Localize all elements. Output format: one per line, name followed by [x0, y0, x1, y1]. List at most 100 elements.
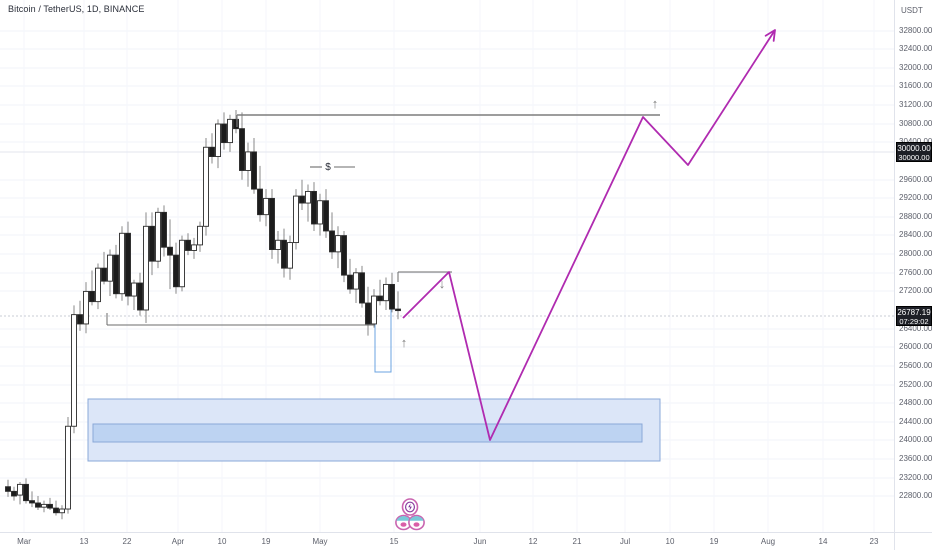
time-tick-label: Aug	[760, 537, 776, 546]
candle-body-bearish	[167, 246, 173, 256]
candle	[29, 491, 35, 508]
candle	[245, 142, 251, 187]
candle-body-bearish	[395, 308, 401, 312]
candle-body-bullish	[371, 295, 377, 325]
zap-sticker-icon	[401, 498, 419, 516]
price-tick-label: 28800.00	[899, 212, 932, 221]
candle-body-bearish	[47, 503, 53, 509]
candle-body-bullish	[41, 503, 47, 508]
price-tick-label: 27600.00	[899, 268, 932, 277]
candle-body-bearish	[137, 282, 143, 311]
candle	[293, 189, 299, 250]
candle-body-bearish	[53, 507, 59, 514]
candle-body-bullish	[305, 190, 311, 204]
candle	[119, 226, 125, 301]
candle	[131, 279, 137, 310]
candle-body-bearish	[233, 118, 239, 130]
candle-body-bearish	[11, 490, 17, 497]
candle-body-bullish	[383, 283, 389, 302]
candle	[179, 235, 185, 292]
candle	[83, 282, 89, 334]
candle-body-bearish	[347, 274, 353, 290]
candle	[209, 133, 215, 164]
candle	[137, 272, 143, 316]
time-tick-label: 14	[818, 537, 828, 546]
price-scale[interactable]: USDT 32800.00 32400.00 32000.00 31600.00 312…	[894, 0, 932, 532]
candle-body-bearish	[149, 225, 155, 262]
candle-body-bearish	[269, 197, 275, 250]
candle	[263, 189, 269, 227]
candle-body-bullish	[179, 239, 185, 288]
price-tick-label: 32400.00	[899, 44, 932, 53]
candle-body-bearish	[341, 235, 347, 276]
eyes-sticker-icon	[395, 514, 425, 531]
time-scale[interactable]: Mar 13 22 Apr 10 19 May 15 Jun 12 21 Jul 10 19 Aug 14 23	[0, 532, 932, 550]
candle-body-bullish	[83, 290, 89, 325]
candle	[257, 165, 263, 222]
time-tick-label: 10	[217, 537, 227, 546]
price-tick-label: 24800.00	[899, 398, 932, 407]
annotation-labels-layer: $ ↑ ↓ ↑	[325, 96, 658, 350]
candle	[191, 237, 197, 259]
candle-highlight-box[interactable]	[374, 298, 392, 373]
sticker-group[interactable]	[392, 498, 428, 532]
candle	[101, 251, 107, 285]
candle-body-bearish	[323, 200, 329, 232]
price-tick-label: 30400.00	[899, 138, 932, 146]
candle-body-bearish	[23, 483, 29, 502]
candle-body-bullish	[203, 146, 209, 227]
time-tick-label: Mar	[17, 537, 31, 546]
candle-body-bullish	[65, 425, 71, 510]
arrow-up-marker[interactable]: ↑	[652, 96, 659, 111]
time-tick-label: 10	[665, 537, 675, 546]
candle	[371, 289, 377, 328]
last-price-value: 26787.19	[897, 308, 931, 317]
arrow-down-marker[interactable]: ↓	[439, 276, 446, 291]
candle	[65, 416, 71, 514]
candle-body-bullish	[227, 118, 233, 144]
candle-body-bullish	[287, 242, 293, 269]
candle-body-bullish	[197, 225, 203, 246]
chart-title: Bitcoin / TetherUS, 1D, BINANCE	[8, 4, 145, 14]
price-tick-label: 23200.00	[899, 473, 932, 482]
candle-body-bullish	[131, 282, 137, 297]
dollar-label: $	[325, 162, 331, 173]
candle	[161, 205, 167, 257]
round-price-value: 30000.00	[897, 144, 931, 153]
candle	[17, 482, 23, 505]
chart-plot-area[interactable]: $ ↑ ↓ ↑	[0, 0, 894, 532]
candle	[227, 114, 233, 152]
price-tick-label: 24400.00	[899, 417, 932, 426]
candle-body-bearish	[113, 254, 119, 295]
candle	[317, 193, 323, 236]
time-tick-label: 12	[528, 537, 538, 546]
price-tick-label: 31600.00	[899, 81, 932, 90]
round-price-badge: 30000.00 30000.00	[896, 142, 932, 162]
candle	[149, 212, 155, 276]
candle-body-bearish	[389, 283, 395, 310]
candle	[335, 226, 341, 269]
candle-body-bearish	[125, 232, 131, 297]
candle-body-bullish	[95, 267, 101, 303]
candlestick-series	[5, 110, 401, 520]
arrow-up-marker[interactable]: ↑	[401, 335, 408, 350]
candle	[89, 270, 95, 306]
projection-path[interactable]	[402, 29, 776, 441]
candle	[233, 110, 239, 134]
candle-body-bullish	[317, 200, 323, 225]
candle-body-bullish	[191, 244, 197, 251]
candle-body-bearish	[35, 502, 41, 508]
price-scale-unit-label: USDT	[901, 6, 923, 15]
time-tick-label: 13	[79, 537, 89, 546]
candle	[251, 137, 257, 194]
price-tick-label: 26400.00	[899, 324, 932, 333]
chart-canvas[interactable]: $ ↑ ↓ ↑	[0, 0, 894, 532]
candle-body-bullish	[155, 211, 161, 262]
candle-body-bearish	[365, 302, 371, 325]
candle-body-bullish	[245, 151, 251, 171]
candle	[311, 182, 317, 231]
candle	[11, 486, 17, 501]
candle-body-bearish	[281, 239, 287, 269]
inner-support-zone[interactable]	[92, 423, 643, 443]
